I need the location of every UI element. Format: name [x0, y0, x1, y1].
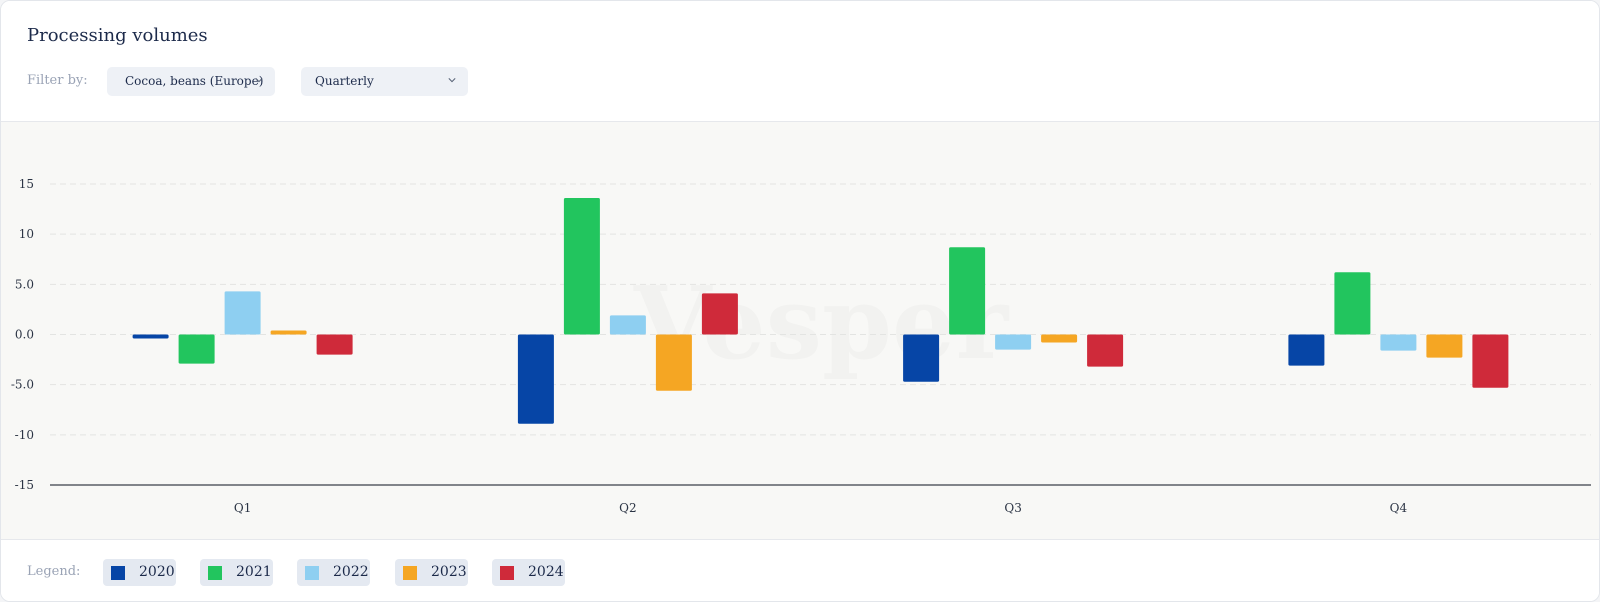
- y-tick-label: 15: [19, 177, 34, 191]
- period-select[interactable]: Quarterly: [301, 67, 468, 96]
- commodity-select-value: Cocoa, beans (Europe): [125, 74, 264, 88]
- bar-q2-2022[interactable]: [609, 315, 646, 335]
- bar-q3-2024[interactable]: [1087, 334, 1124, 367]
- bar-q3-2020[interactable]: [903, 334, 940, 382]
- y-tick-label: 5.0: [15, 277, 34, 291]
- bar-q2-2024[interactable]: [701, 293, 738, 335]
- bar-q4-2024[interactable]: [1472, 334, 1509, 388]
- bar-q4-2021[interactable]: [1334, 272, 1371, 335]
- bar-q2-2023[interactable]: [655, 334, 692, 391]
- bar-q1-2024[interactable]: [316, 334, 353, 355]
- bar-q3-2021[interactable]: [949, 247, 986, 335]
- y-tick-label: 10: [19, 227, 34, 241]
- legend-item-label: 2020: [139, 564, 175, 580]
- bar-q4-2023[interactable]: [1426, 334, 1463, 358]
- legend-item-2021[interactable]: 2021: [200, 559, 273, 586]
- commodity-select[interactable]: Cocoa, beans (Europe): [107, 67, 275, 96]
- x-tick-label: Q3: [1004, 501, 1021, 515]
- bar-q2-2020[interactable]: [517, 334, 554, 424]
- legend: Legend: 2020 2021 2022 2023 2024: [1, 539, 1599, 601]
- legend-item-2020[interactable]: 2020: [103, 559, 176, 586]
- bar-q1-2021[interactable]: [178, 334, 215, 364]
- y-tick-label: -5.0: [11, 378, 34, 392]
- x-tick-label: Q1: [234, 501, 251, 515]
- legend-swatch: [305, 566, 319, 580]
- bar-q1-2023[interactable]: [270, 330, 307, 335]
- legend-item-label: 2022: [333, 564, 369, 580]
- legend-swatch: [403, 566, 417, 580]
- legend-label: Legend:: [27, 564, 81, 579]
- x-tick-label: Q2: [619, 501, 636, 515]
- legend-item-label: 2023: [431, 564, 467, 580]
- grid-lines: [50, 183, 1591, 486]
- bar-q1-2022[interactable]: [224, 291, 261, 335]
- x-tick-label: Q4: [1390, 501, 1408, 515]
- page-title: Processing volumes: [27, 25, 208, 46]
- bar-q4-2020[interactable]: [1288, 334, 1325, 366]
- filter-label: Filter by:: [27, 73, 88, 88]
- y-axis-ticks: 15 10 5.0 0.0 -5.0 -10 -15: [11, 177, 34, 492]
- bar-q2-2021[interactable]: [563, 198, 600, 335]
- legend-swatch: [208, 566, 222, 580]
- y-tick-label: -15: [15, 478, 34, 492]
- bar-q3-2023[interactable]: [1041, 334, 1078, 343]
- legend-item-2024[interactable]: 2024: [492, 559, 565, 586]
- bar-q3-2022[interactable]: [995, 334, 1032, 350]
- bars: [132, 198, 1509, 424]
- period-select-value: Quarterly: [315, 74, 374, 88]
- legend-item-label: 2021: [236, 564, 272, 580]
- chart-header: Processing volumes Filter by: Cocoa, bea…: [1, 1, 1599, 122]
- y-tick-label: -10: [15, 428, 34, 442]
- chevron-down-icon: [255, 78, 263, 83]
- x-axis-ticks: Q1 Q2 Q3 Q4: [234, 501, 1408, 515]
- plot-area: Vesper 15 10 5.0 0.0 -5.0 -10 -15 Q1 Q2 Q3 Q4: [1, 122, 1599, 539]
- bar-q4-2022[interactable]: [1380, 334, 1417, 351]
- legend-swatch: [500, 566, 514, 580]
- legend-item-label: 2024: [528, 564, 564, 580]
- bar-q1-2020[interactable]: [132, 334, 169, 339]
- legend-item-2023[interactable]: 2023: [395, 559, 468, 586]
- legend-swatch: [111, 566, 125, 580]
- y-tick-label: 0.0: [15, 328, 34, 342]
- chevron-down-icon: [448, 78, 456, 83]
- legend-item-2022[interactable]: 2022: [297, 559, 370, 586]
